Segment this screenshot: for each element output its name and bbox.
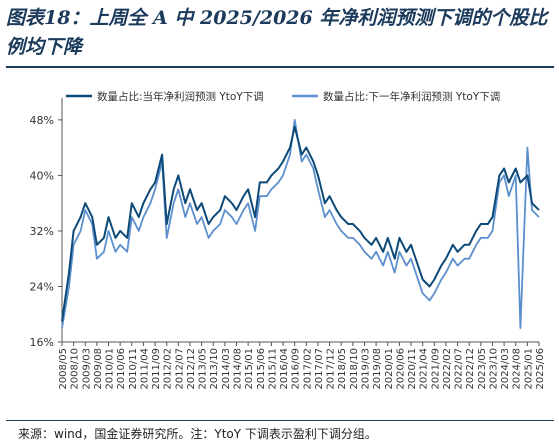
x-tick-label: 2019/08: [372, 348, 383, 390]
source-note: 来源：wind，国金证券研究所。注：YtoY 下调表示盈利下调分组。: [18, 427, 377, 441]
x-tick-label: 2020/11: [407, 348, 418, 390]
x-tick-label: 2013/05: [198, 348, 209, 390]
x-tick-label: 2010/11: [128, 348, 139, 390]
x-tick-label: 2012/07: [174, 348, 185, 390]
x-tick-label: 2025/06: [535, 348, 546, 390]
series-line-1: [61, 125, 540, 322]
y-tick-label: 40%: [30, 169, 54, 182]
x-tick-label: 2008/05: [58, 348, 69, 390]
title-divider: [6, 66, 554, 68]
x-tick-label: 2020/01: [384, 348, 395, 390]
x-tick-label: 2017/07: [314, 348, 325, 390]
x-tick-label: 2016/09: [291, 348, 302, 390]
y-tick-label: 24%: [30, 280, 54, 293]
y-axis: 16% 24% 32% 40% 48%: [30, 98, 63, 349]
y-tick-label: 48%: [30, 114, 54, 127]
x-axis: 2008/05 2008/10 2009/03 2009/08 2010/01 2010/…: [58, 341, 546, 390]
series-layer: [61, 119, 540, 330]
x-tick-label: 2017/12: [326, 348, 337, 390]
x-tick-label: 2010/06: [116, 348, 127, 390]
x-tick-label: 2016/04: [279, 348, 290, 390]
x-tick-label: 2008/10: [70, 348, 81, 390]
x-tick-label: 2021/09: [430, 348, 441, 390]
x-tick-label: 2009/03: [81, 348, 92, 390]
x-tick-label: 2010/01: [105, 348, 116, 390]
x-tick-label: 2014/03: [221, 348, 232, 390]
line-chart: 数量占比:当年净利润预测 YtoY下调 数量占比:下一年净利润预测 YtoY下调 …: [30, 90, 546, 390]
x-tick-label: 2021/04: [419, 348, 430, 390]
y-tick-label: 32%: [30, 225, 54, 238]
legend-label-2: 数量占比:下一年净利润预测 YtoY下调: [323, 90, 500, 103]
x-tick-label: 2018/10: [349, 348, 360, 390]
x-tick-label: 2017/02: [302, 348, 313, 390]
x-tick-label: 2018/05: [337, 348, 348, 390]
x-tick-label: 2012/12: [186, 348, 197, 390]
x-tick-label: 2012/02: [163, 348, 174, 390]
x-tick-label: 2015/06: [256, 348, 267, 390]
x-tick-label: 2022/12: [465, 348, 476, 390]
x-tick-label: 2022/07: [454, 348, 465, 390]
x-tick-label: 2015/11: [267, 348, 278, 390]
x-tick-label: 2024/03: [500, 348, 511, 390]
x-tick-label: 2025/01: [523, 348, 534, 390]
x-tick-label: 2023/05: [477, 348, 488, 390]
legend-label-1: 数量占比:当年净利润预测 YtoY下调: [97, 90, 264, 103]
x-tick-label: 2024/08: [512, 348, 523, 390]
x-tick-label: 2020/06: [395, 348, 406, 390]
x-tick-label: 2023/10: [488, 348, 499, 390]
x-tick-label: 2011/04: [139, 348, 150, 390]
x-tick-label: 2013/10: [209, 348, 220, 390]
x-tick-label: 2009/08: [93, 348, 104, 390]
x-tick-label: 2011/09: [151, 348, 162, 390]
footer-divider: [6, 420, 554, 421]
y-tick-label: 16%: [30, 336, 54, 349]
x-tick-label: 2014/08: [233, 348, 244, 390]
x-tick-label: 2022/02: [442, 348, 453, 390]
x-tick-label: 2015/01: [244, 348, 255, 390]
series-line-2: [61, 119, 540, 330]
chart-title: 图表18：上周全 A 中 2025/2026 年净利润预测下调的个股比例均下降: [6, 7, 548, 58]
x-tick-label: 2019/03: [360, 348, 371, 390]
legend: 数量占比:当年净利润预测 YtoY下调 数量占比:下一年净利润预测 YtoY下调: [66, 90, 500, 103]
